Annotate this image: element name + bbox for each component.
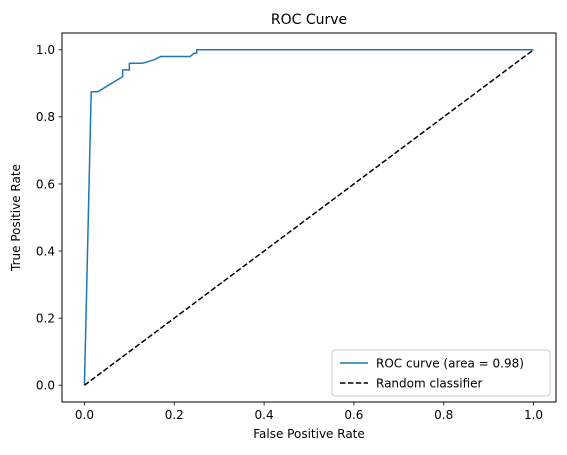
x-axis-label: False Positive Rate <box>253 427 365 441</box>
series-line-roc-curve <box>83 49 534 386</box>
chart-title: ROC Curve <box>271 12 347 28</box>
y-tick-label: 0.2 <box>36 311 55 325</box>
y-tick-label: 0.4 <box>36 244 55 258</box>
y-tick-label: 1.0 <box>36 43 55 57</box>
y-tick-label: 0.8 <box>36 110 55 124</box>
x-tick-label: 0.2 <box>165 408 184 422</box>
y-axis-ticks: 0.0 0.2 0.4 0.6 0.8 1.0 <box>36 43 62 393</box>
legend-label: ROC curve (area = 0.98) <box>376 356 524 370</box>
x-tick-label: 0.0 <box>75 408 94 422</box>
x-tick-label: 0.6 <box>344 408 363 422</box>
legend-box <box>331 349 551 397</box>
y-tick-label: 0.6 <box>36 177 55 191</box>
y-axis-label: True Positive Rate <box>9 164 23 272</box>
plot-area <box>83 49 534 386</box>
y-tick-label: 0.0 <box>36 379 55 393</box>
legend-label: Random classifier <box>376 376 483 390</box>
x-tick-label: 0.8 <box>434 408 453 422</box>
plot-frame <box>61 32 557 403</box>
x-axis-ticks: 0.0 0.2 0.4 0.6 0.8 1.0 <box>75 402 543 422</box>
x-tick-label: 1.0 <box>524 408 543 422</box>
series-line-random-classifier <box>84 49 534 386</box>
legend: ROC curve (area = 0.98) Random classifier <box>331 349 551 397</box>
x-tick-label: 0.4 <box>255 408 274 422</box>
